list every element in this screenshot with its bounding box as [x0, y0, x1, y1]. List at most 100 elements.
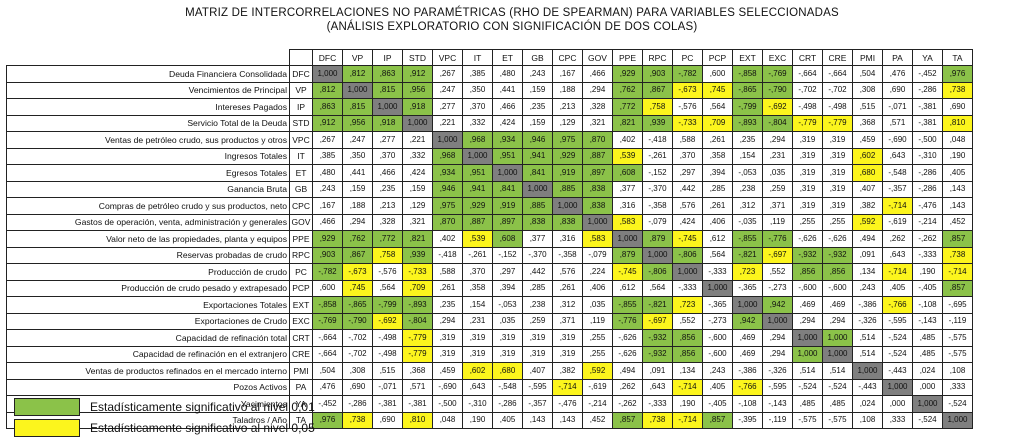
correlation-cell: ,035	[492, 312, 523, 330]
correlation-cell: ,261	[702, 197, 733, 215]
correlation-cell: ,143	[942, 180, 973, 198]
correlation-cell: -,714	[552, 378, 583, 396]
correlation-cell: -,476	[912, 197, 943, 215]
correlation-cell: -,714	[672, 411, 703, 429]
correlation-cell: ,394	[492, 279, 523, 297]
correlation-cell: -,386	[732, 362, 763, 380]
correlation-cell: 1,000	[942, 411, 973, 429]
correlation-cell: ,370	[462, 98, 493, 116]
correlation-cell: -,626	[792, 230, 823, 248]
correlation-cell: ,812	[312, 81, 343, 99]
correlation-cell: ,319	[522, 345, 553, 363]
correlation-cell: ,235	[372, 180, 403, 198]
correlation-cell: ,188	[342, 197, 373, 215]
correlation-cell: ,308	[852, 81, 883, 99]
correlation-cell: ,321	[402, 213, 433, 231]
legend-item-005: Estadísticamente significativo al nivel …	[14, 417, 315, 438]
correlation-cell: ,592	[582, 362, 613, 380]
correlation-cell: -,365	[702, 296, 733, 314]
correlation-cell: -,500	[912, 131, 943, 149]
correlation-cell: -,595	[522, 378, 553, 396]
correlation-cell: ,350	[342, 147, 373, 165]
correlation-cell: ,294	[792, 312, 823, 330]
correlation-cell: -,286	[912, 81, 943, 99]
correlation-cell: ,024	[912, 362, 943, 380]
correlation-cell: ,480	[492, 65, 523, 83]
legend-swatch-yellow	[14, 418, 80, 437]
correlation-cell: 1,000	[492, 164, 523, 182]
row-code: GOV	[289, 213, 313, 231]
row-code: GB	[289, 180, 313, 198]
correlation-cell: ,856	[672, 329, 703, 347]
correlation-cell: ,918	[372, 114, 403, 132]
row-label: Egresos Totales	[6, 164, 290, 182]
correlation-cell: -,766	[882, 296, 913, 314]
correlation-cell: ,469	[732, 345, 763, 363]
correlation-cell: -,600	[822, 279, 853, 297]
correlation-cell: -,782	[312, 263, 343, 281]
correlation-cell: ,956	[402, 81, 433, 99]
correlation-cell: ,856	[822, 263, 853, 281]
correlation-cell: -,119	[762, 411, 793, 429]
correlation-cell: -,855	[732, 230, 763, 248]
correlation-cell: ,968	[432, 147, 463, 165]
correlation-cell: ,690	[882, 81, 913, 99]
page-title: MATRIZ DE INTERCORRELACIONES NO PARAMÉTR…	[0, 6, 1024, 34]
correlation-cell: ,167	[552, 65, 583, 83]
correlation-cell: -,358	[552, 246, 583, 264]
correlation-cell: ,929	[462, 197, 493, 215]
correlation-cell: -,865	[732, 81, 763, 99]
table-row: Ingresos Totales IT ,385,350,370,332,968 1,…	[6, 147, 973, 165]
correlation-cell: -,333	[672, 279, 703, 297]
correlation-cell: -,702	[342, 345, 373, 363]
column-header: PCP	[702, 49, 733, 66]
correlation-cell: -,695	[942, 296, 973, 314]
row-code: VP	[289, 81, 313, 99]
correlation-cell: 1,000	[822, 329, 853, 347]
correlation-cell: -,733	[672, 114, 703, 132]
column-header: RPC	[642, 49, 673, 66]
correlation-cell: -,855	[612, 296, 643, 314]
correlation-cell: ,370	[372, 147, 403, 165]
correlation-cell: ,576	[672, 197, 703, 215]
correlation-cell: ,709	[702, 114, 733, 132]
correlation-cell: -,405	[702, 395, 733, 413]
correlation-cell: ,319	[792, 131, 823, 149]
correlation-cell: ,929	[312, 230, 343, 248]
correlation-cell: ,368	[852, 114, 883, 132]
correlation-cell: ,504	[852, 65, 883, 83]
column-header: PA	[882, 49, 913, 66]
correlation-cell: -,452	[312, 395, 343, 413]
correlation-cell: ,856	[672, 345, 703, 363]
correlation-cell: ,159	[342, 180, 373, 198]
correlation-cell: ,539	[462, 230, 493, 248]
correlation-cell: -,858	[312, 296, 343, 314]
correlation-cell: ,119	[582, 312, 613, 330]
correlation-cell: -,733	[402, 263, 433, 281]
row-label: Ingresos Totales	[6, 147, 290, 165]
correlation-cell: ,405	[702, 378, 733, 396]
row-label: Exportaciones Totales	[6, 296, 290, 314]
correlation-cell: ,262	[612, 378, 643, 396]
correlation-cell: ,515	[852, 98, 883, 116]
correlation-cell: -,600	[702, 345, 733, 363]
correlation-cell: -,575	[792, 411, 823, 429]
correlation-cell: -,443	[852, 378, 883, 396]
correlation-cell: ,583	[582, 230, 613, 248]
correlation-cell: -,714	[882, 263, 913, 281]
table-row: Capacidad de refinación total CRT -,664 -,7…	[6, 329, 973, 347]
correlation-cell: ,912	[312, 114, 343, 132]
correlation-cell: ,762	[612, 81, 643, 99]
column-header: CRT	[792, 49, 823, 66]
correlation-cell: ,190	[672, 395, 703, 413]
row-code: IT	[289, 147, 313, 165]
correlation-cell: ,459	[852, 131, 883, 149]
correlation-cell: ,459	[432, 362, 463, 380]
correlation-cell: ,143	[522, 411, 553, 429]
correlation-cell: -,595	[762, 378, 793, 396]
correlation-cell: 1,000	[792, 345, 823, 363]
correlation-cell: ,159	[402, 180, 433, 198]
correlation-cell: 1,000	[402, 114, 433, 132]
correlation-cell: ,294	[762, 345, 793, 363]
column-header: PC	[672, 49, 703, 66]
